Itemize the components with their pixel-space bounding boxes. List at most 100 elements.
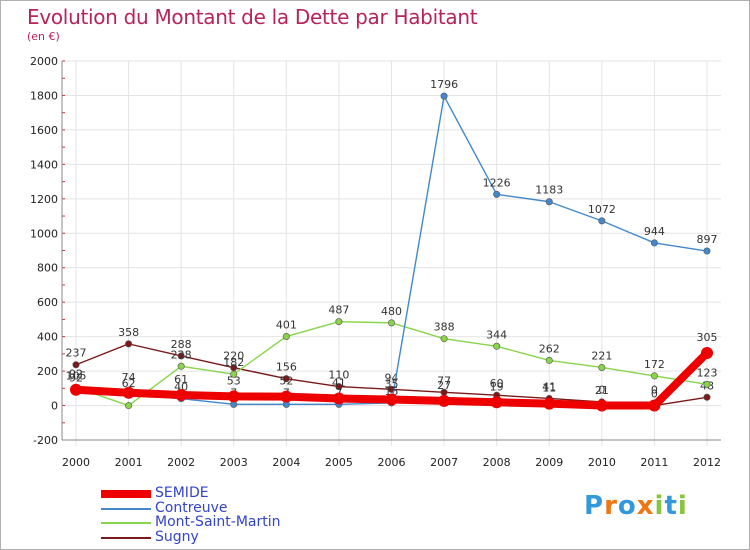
- data-label-semide: 0: [651, 384, 658, 397]
- data-point-contreuve: [598, 217, 606, 225]
- x-tick-label: 2004: [272, 456, 300, 469]
- data-label-contreuve: 897: [697, 233, 718, 246]
- chart-subtitle: (en €): [27, 30, 60, 43]
- data-point-semide: [385, 393, 398, 406]
- data-label-contreuve: 1226: [483, 176, 511, 189]
- data-point-mont-saint-martin: [177, 362, 185, 370]
- data-point-mont-saint-martin: [230, 370, 238, 378]
- y-tick-label: 600: [37, 296, 58, 309]
- data-point-contreuve: [545, 198, 553, 206]
- data-label-mont-saint-martin: 401: [276, 318, 297, 331]
- data-label-semide: 92: [69, 368, 83, 381]
- data-point-contreuve: [650, 239, 658, 247]
- data-label-semide: 305: [697, 331, 718, 344]
- data-point-sugny: [177, 352, 185, 360]
- logo-letter: P: [584, 491, 605, 521]
- proxiti-logo: Proxiti: [584, 491, 688, 521]
- data-label-semide: 35: [385, 378, 399, 391]
- y-tick-label: -200: [33, 434, 58, 447]
- data-label-sugny: 358: [118, 326, 139, 339]
- data-point-mont-saint-martin: [545, 356, 553, 364]
- data-point-contreuve: [703, 247, 711, 255]
- data-label-semide: 52: [279, 375, 293, 388]
- data-label-mont-saint-martin: 228: [171, 348, 192, 361]
- legend-label-semide: SEMIDE: [155, 485, 209, 501]
- data-point-semide: [122, 386, 135, 399]
- x-tick-label: 2005: [325, 456, 353, 469]
- data-label-semide: 41: [332, 376, 346, 389]
- data-point-semide: [595, 399, 608, 412]
- data-point-semide: [70, 383, 82, 396]
- legend-swatch-mont-saint-martin: [101, 522, 151, 524]
- data-point-mont-saint-martin: [598, 363, 606, 371]
- data-label-mont-saint-martin: 487: [328, 304, 349, 317]
- legend-label-contreuve: Contreuve: [155, 500, 228, 516]
- x-tick-label: 2002: [167, 456, 195, 469]
- data-label-sugny: 60: [490, 377, 504, 390]
- data-label-contreuve: 944: [644, 225, 665, 238]
- logo-letter: i: [677, 491, 688, 521]
- data-point-sugny: [125, 340, 133, 348]
- data-label-semide: 19: [490, 380, 504, 393]
- data-point-semide: [543, 397, 556, 410]
- y-tick-label: 0: [51, 400, 58, 413]
- legend-label-mont-saint-martin: Mont-Saint-Martin: [155, 514, 281, 530]
- x-tick-label: 2000: [62, 456, 90, 469]
- data-point-semide: [438, 394, 451, 407]
- data-point-semide: [175, 389, 188, 402]
- data-point-sugny: [703, 393, 711, 401]
- data-label-contreuve: 62: [122, 377, 136, 390]
- logo-letter: i: [654, 491, 665, 521]
- data-point-mont-saint-martin: [650, 372, 658, 380]
- data-label-mont-saint-martin: 262: [539, 342, 560, 355]
- data-point-mont-saint-martin: [125, 402, 133, 410]
- x-tick-label: 2008: [483, 456, 511, 469]
- data-label-sugny: 41: [542, 380, 556, 393]
- data-point-mont-saint-martin: [282, 332, 290, 340]
- data-point-semide: [490, 396, 503, 409]
- data-point-sugny: [282, 375, 290, 383]
- data-point-semide: [280, 390, 293, 403]
- data-label-semide: 74: [122, 371, 136, 384]
- data-label-sugny: 288: [171, 338, 192, 351]
- data-point-mont-saint-martin: [387, 319, 395, 327]
- data-label-mont-saint-martin: 105: [66, 369, 87, 382]
- data-point-mont-saint-martin: [335, 318, 343, 326]
- data-label-contreuve: 92: [69, 372, 83, 385]
- data-label-sugny: 0: [651, 388, 658, 401]
- data-label-sugny: 237: [66, 347, 87, 360]
- x-tick-label: 2001: [115, 456, 143, 469]
- x-tick-label: 2006: [378, 456, 406, 469]
- data-point-contreuve: [493, 190, 501, 198]
- data-label-semide: 11: [542, 382, 556, 395]
- data-label-contreuve: 1072: [588, 203, 616, 216]
- data-label-semide: 61: [174, 373, 188, 386]
- data-label-mont-saint-martin: 221: [591, 349, 612, 362]
- data-label-semide: 0: [598, 384, 605, 397]
- data-label-mont-saint-martin: 388: [434, 321, 455, 334]
- y-tick-label: 1800: [30, 89, 58, 102]
- data-point-mont-saint-martin: [440, 335, 448, 343]
- x-tick-label: 2011: [640, 456, 668, 469]
- x-tick-label: 2010: [588, 456, 616, 469]
- x-tick-label: 2012: [693, 456, 721, 469]
- y-tick-label: 800: [37, 262, 58, 275]
- data-label-semide: 53: [227, 374, 241, 387]
- data-label-mont-saint-martin: 182: [223, 356, 244, 369]
- legend-swatch-semide: [101, 490, 151, 498]
- data-label-sugny: 110: [328, 369, 349, 382]
- data-point-semide: [701, 347, 713, 360]
- data-label-mont-saint-martin: 344: [486, 328, 507, 341]
- data-label-contreuve: 1796: [430, 78, 458, 91]
- data-point-semide: [332, 392, 345, 405]
- x-tick-label: 2009: [535, 456, 563, 469]
- y-tick-label: 1200: [30, 193, 58, 206]
- data-label-semide: 27: [437, 379, 451, 392]
- data-label-sugny: 77: [437, 374, 451, 387]
- data-point-mont-saint-martin: [703, 380, 711, 388]
- x-tick-label: 2003: [220, 456, 248, 469]
- data-point-contreuve: [440, 92, 448, 100]
- chart-title: Evolution du Montant de la Dette par Hab…: [27, 5, 478, 29]
